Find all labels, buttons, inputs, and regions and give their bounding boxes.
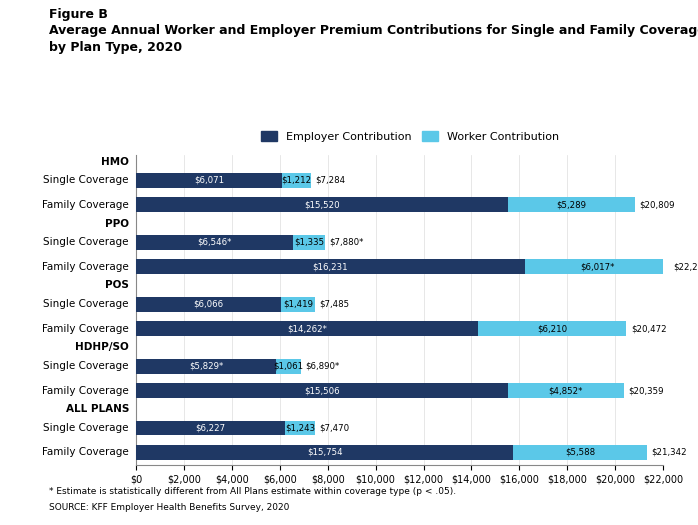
Text: HDHP/SO: HDHP/SO — [75, 342, 129, 352]
Bar — [525, 259, 669, 274]
Text: $6,017*: $6,017* — [580, 262, 614, 271]
Text: Single Coverage: Single Coverage — [43, 237, 129, 247]
Text: $7,880*: $7,880* — [329, 238, 364, 247]
Text: $6,227: $6,227 — [195, 424, 225, 433]
Text: $1,335: $1,335 — [294, 238, 324, 247]
Bar — [136, 173, 281, 187]
Text: * Estimate is statistically different from All Plans estimate within coverage ty: * Estimate is statistically different fr… — [49, 487, 456, 496]
Text: $6,890*: $6,890* — [306, 362, 340, 371]
Text: $6,210: $6,210 — [537, 324, 567, 333]
Bar — [136, 359, 276, 373]
Text: $1,419: $1,419 — [283, 300, 313, 309]
Legend: Employer Contribution, Worker Contribution: Employer Contribution, Worker Contributi… — [257, 127, 563, 146]
Text: $1,243: $1,243 — [285, 424, 315, 433]
Text: Single Coverage: Single Coverage — [43, 299, 129, 309]
Text: Family Coverage: Family Coverage — [42, 323, 129, 333]
Bar — [514, 445, 647, 460]
Text: $1,061: $1,061 — [274, 362, 304, 371]
Bar — [136, 297, 281, 311]
Text: $21,342: $21,342 — [652, 448, 688, 457]
Bar — [136, 197, 508, 212]
Text: $7,470: $7,470 — [320, 424, 350, 433]
Text: Single Coverage: Single Coverage — [43, 361, 129, 371]
Text: Average Annual Worker and Employer Premium Contributions for Single and Family C: Average Annual Worker and Employer Premi… — [49, 24, 698, 37]
Text: Family Coverage: Family Coverage — [42, 200, 129, 209]
Text: Figure B: Figure B — [49, 8, 107, 21]
Text: SOURCE: KFF Employer Health Benefits Survey, 2020: SOURCE: KFF Employer Health Benefits Sur… — [49, 503, 289, 512]
Text: Single Coverage: Single Coverage — [43, 175, 129, 185]
Bar — [276, 359, 301, 373]
Bar — [281, 173, 311, 187]
Text: POS: POS — [105, 280, 129, 290]
Text: ALL PLANS: ALL PLANS — [66, 404, 129, 414]
Text: $15,520: $15,520 — [304, 200, 340, 209]
Bar — [293, 235, 325, 249]
Text: PPO: PPO — [105, 218, 129, 228]
Text: $16,231: $16,231 — [313, 262, 348, 271]
Text: by Plan Type, 2020: by Plan Type, 2020 — [49, 41, 182, 54]
Text: $6,071: $6,071 — [194, 176, 224, 185]
Bar — [136, 383, 507, 398]
Text: Family Coverage: Family Coverage — [42, 261, 129, 271]
Text: $1,212: $1,212 — [281, 176, 311, 185]
Bar — [285, 421, 315, 435]
Text: $20,472: $20,472 — [631, 324, 667, 333]
Text: $6,066: $6,066 — [194, 300, 224, 309]
Bar — [136, 421, 285, 435]
Text: $5,829*: $5,829* — [188, 362, 223, 371]
Text: $6,546*: $6,546* — [198, 238, 232, 247]
Text: Family Coverage: Family Coverage — [42, 385, 129, 395]
Text: $5,588: $5,588 — [565, 448, 595, 457]
Text: $4,852*: $4,852* — [549, 386, 583, 395]
Text: $20,359: $20,359 — [628, 386, 664, 395]
Bar — [508, 197, 634, 212]
Text: $15,754: $15,754 — [307, 448, 343, 457]
Text: $7,284: $7,284 — [315, 176, 345, 185]
Text: $15,506: $15,506 — [304, 386, 340, 395]
Bar — [136, 235, 293, 249]
Bar — [477, 321, 627, 336]
Text: $20,809: $20,809 — [639, 200, 674, 209]
Bar — [507, 383, 624, 398]
Text: HMO: HMO — [101, 156, 129, 166]
Bar — [136, 321, 477, 336]
Text: $14,262*: $14,262* — [287, 324, 327, 333]
Text: Family Coverage: Family Coverage — [42, 447, 129, 457]
Text: $7,485: $7,485 — [320, 300, 350, 309]
Text: Single Coverage: Single Coverage — [43, 423, 129, 433]
Bar — [136, 259, 525, 274]
Text: $22,248*: $22,248* — [674, 262, 698, 271]
Text: $5,289: $5,289 — [556, 200, 586, 209]
Bar — [136, 445, 514, 460]
Bar — [281, 297, 315, 311]
